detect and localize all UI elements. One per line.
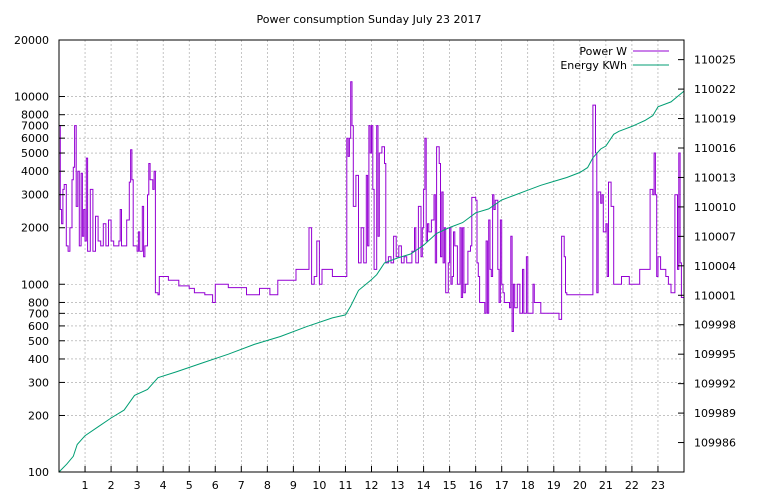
x-tick-label: 15	[443, 479, 457, 492]
x-tick-label: 16	[469, 479, 483, 492]
y2-tick-label: 109989	[694, 407, 736, 420]
y-tick-label: 700	[28, 307, 49, 320]
y2-tick-label: 110016	[694, 142, 736, 155]
y-tick-label: 2000	[21, 222, 49, 235]
x-tick-label: 17	[495, 479, 509, 492]
y-tick-label: 500	[28, 335, 49, 348]
y-tick-label: 300	[28, 376, 49, 389]
x-tick-label: 3	[134, 479, 141, 492]
y2-tick-label: 109986	[694, 437, 736, 450]
x-tick-label: 7	[238, 479, 245, 492]
y-tick-label: 3000	[21, 189, 49, 202]
x-tick-label: 22	[625, 479, 639, 492]
x-tick-label: 19	[547, 479, 561, 492]
series-group	[58, 81, 685, 473]
y-tick-label: 5000	[21, 147, 49, 160]
y2-tick-label: 110007	[694, 230, 736, 243]
x-tick-label: 14	[417, 479, 431, 492]
x-tick-label: 8	[264, 479, 271, 492]
y-tick-label: 200	[28, 409, 49, 422]
x-tick-label: 12	[365, 479, 379, 492]
x-tick-label: 11	[338, 479, 352, 492]
y-tick-label: 10000	[14, 91, 49, 104]
y2-tick-label: 109995	[694, 348, 736, 361]
x-tick-label: 9	[290, 479, 297, 492]
x-tick-label: 13	[391, 479, 405, 492]
x-tick-label: 6	[212, 479, 219, 492]
y-tick-label: 7000	[21, 120, 49, 133]
y-tick-label: 1000	[21, 278, 49, 291]
y-tick-label: 600	[28, 320, 49, 333]
x-tick-label: 23	[651, 479, 665, 492]
y2-tick-label: 110019	[694, 113, 736, 126]
y-tick-label: 800	[28, 296, 49, 309]
x-tick-label: 1	[82, 479, 89, 492]
y-tick-label: 8000	[21, 109, 49, 122]
y2-tick-label: 110013	[694, 171, 736, 184]
x-tick-label: 21	[599, 479, 613, 492]
y-tick-label: 20000	[14, 34, 49, 47]
y2-tick-label: 110010	[694, 201, 736, 214]
chart-title: Power consumption Sunday July 23 2017	[257, 13, 482, 26]
x-tick-label: 5	[186, 479, 193, 492]
y2-tick-label: 110001	[694, 289, 736, 302]
x-tick-label: 2	[108, 479, 115, 492]
y-tick-label: 6000	[21, 132, 49, 145]
x-tick-label: 20	[573, 479, 587, 492]
y2-tick-label: 110025	[694, 54, 736, 67]
y-tick-label: 100	[28, 466, 49, 479]
y2-tick-label: 110022	[694, 83, 736, 96]
y2-tick-label: 109998	[694, 319, 736, 332]
x-tick-label: 4	[160, 479, 167, 492]
x-tick-label: 10	[312, 479, 326, 492]
y2-tick-label: 109992	[694, 378, 736, 391]
legend-label: Energy KWh	[560, 59, 627, 72]
x-tick-label: 18	[521, 479, 535, 492]
y-tick-label: 4000	[21, 165, 49, 178]
y2-tick-label: 110004	[694, 260, 736, 273]
series-energy-kwh-line	[58, 90, 685, 473]
legend-label: Power W	[579, 45, 627, 58]
y-tick-label: 400	[28, 353, 49, 366]
